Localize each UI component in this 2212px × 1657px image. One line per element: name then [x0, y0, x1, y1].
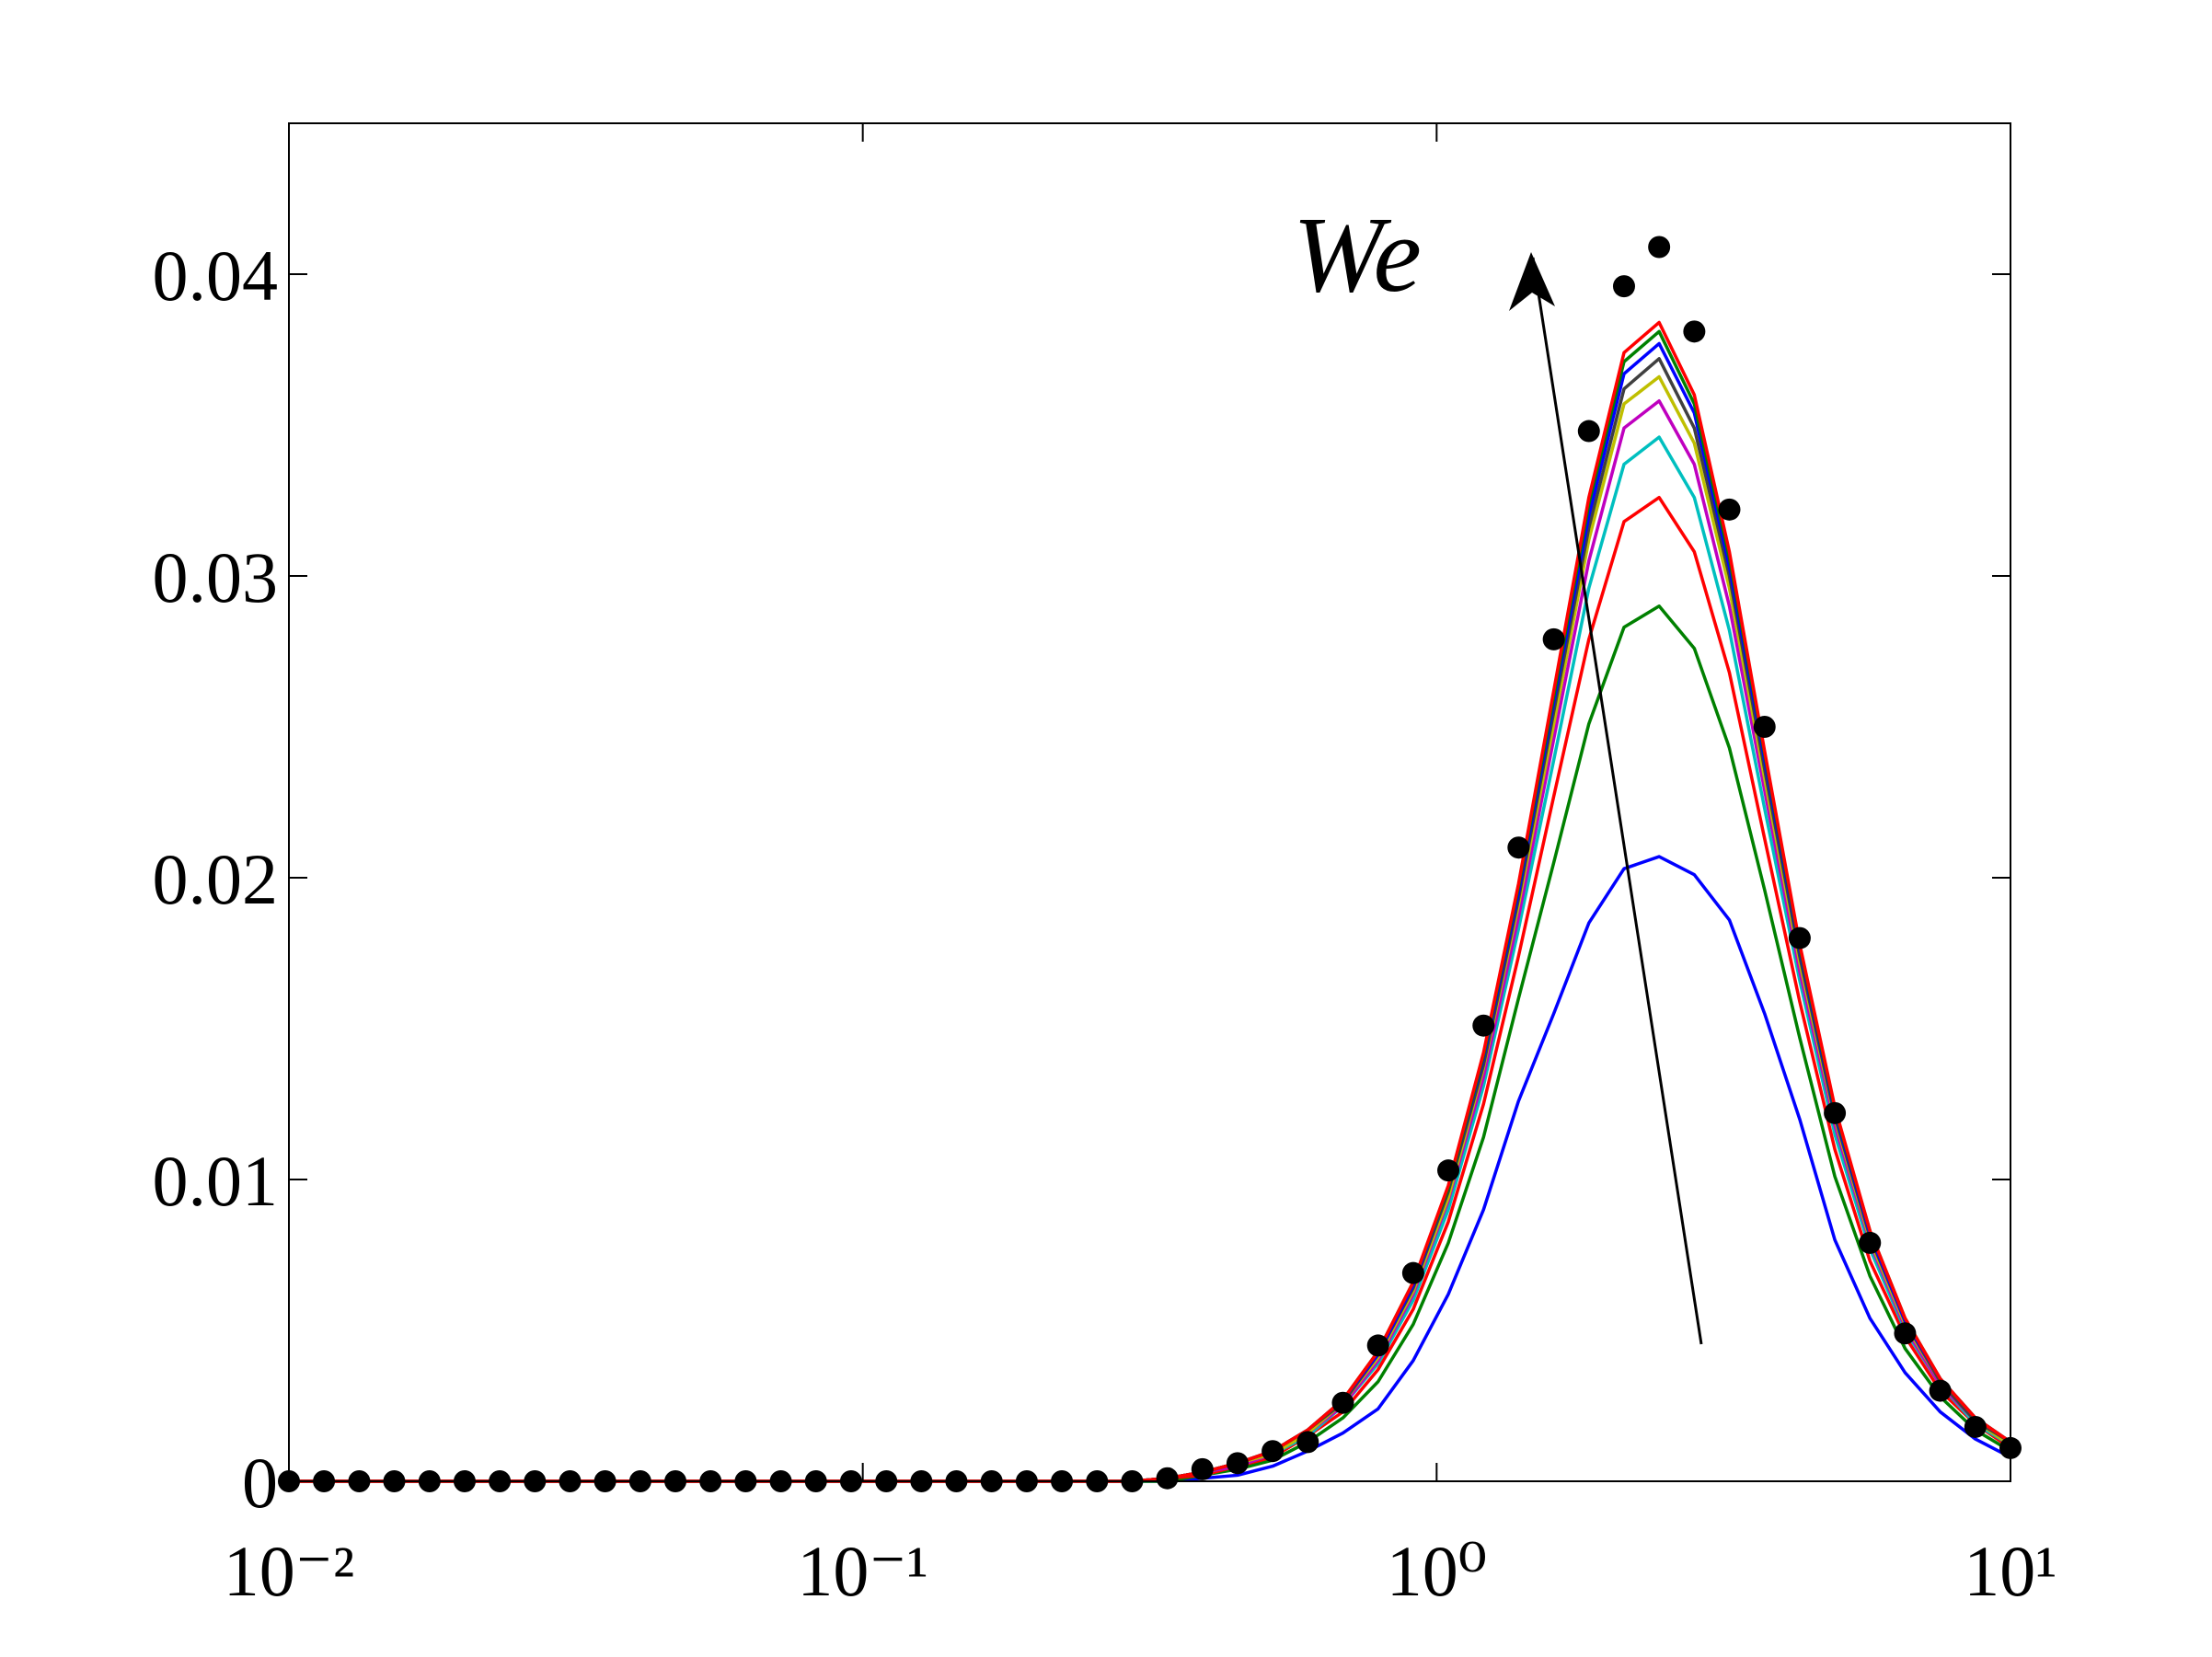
x-tick-label: 10¹	[1964, 1531, 2056, 1611]
x-tick-label: 10⁰	[1387, 1531, 1487, 1611]
line-series	[289, 399, 2011, 1483]
data-point	[1648, 236, 1671, 259]
line-series	[289, 855, 2011, 1483]
data-point	[1262, 1440, 1285, 1463]
data-point	[1507, 836, 1530, 859]
annotation: We	[1293, 194, 1422, 315]
x-tick-label: 10⁻¹	[797, 1531, 928, 1611]
x-tick-label: 10⁻²	[224, 1531, 355, 1611]
data-point	[1366, 1334, 1389, 1357]
arrow-head	[1509, 252, 1555, 311]
data-point	[1753, 716, 1776, 738]
line-series	[289, 495, 2011, 1483]
y-tick-label: 0.01	[153, 1141, 279, 1221]
data-point	[1718, 498, 1741, 521]
data-point	[1683, 320, 1706, 343]
line-series	[289, 374, 2011, 1483]
data-point	[1156, 1467, 1179, 1490]
data-point	[1929, 1379, 1952, 1402]
plot-area	[278, 236, 2022, 1492]
data-point	[1472, 1014, 1495, 1037]
data-point	[1577, 420, 1600, 443]
data-point	[1296, 1431, 1319, 1454]
data-point	[1191, 1457, 1214, 1480]
line-series	[289, 329, 2011, 1483]
line-series	[289, 435, 2011, 1483]
data-point	[1437, 1159, 1460, 1182]
line-series	[289, 604, 2011, 1483]
data-point	[1964, 1415, 1987, 1438]
y-tick-label: 0.02	[153, 839, 279, 919]
arrow	[1531, 257, 1703, 1345]
data-point	[1788, 926, 1811, 949]
data-point	[1542, 627, 1565, 650]
line-series	[289, 357, 2011, 1483]
data-point	[1401, 1261, 1424, 1284]
data-point	[1226, 1452, 1249, 1475]
line-series	[289, 320, 2011, 1483]
data-point	[1859, 1231, 1882, 1254]
line-series	[289, 341, 2011, 1483]
axes-box	[288, 122, 2011, 1482]
data-point	[1612, 275, 1635, 298]
data-point	[1824, 1101, 1847, 1124]
data-point	[1894, 1322, 1917, 1345]
y-tick-label: 0.04	[153, 236, 279, 316]
y-tick-label: 0.03	[153, 537, 279, 617]
data-point	[1331, 1391, 1354, 1414]
y-tick-label: 0	[242, 1443, 278, 1523]
